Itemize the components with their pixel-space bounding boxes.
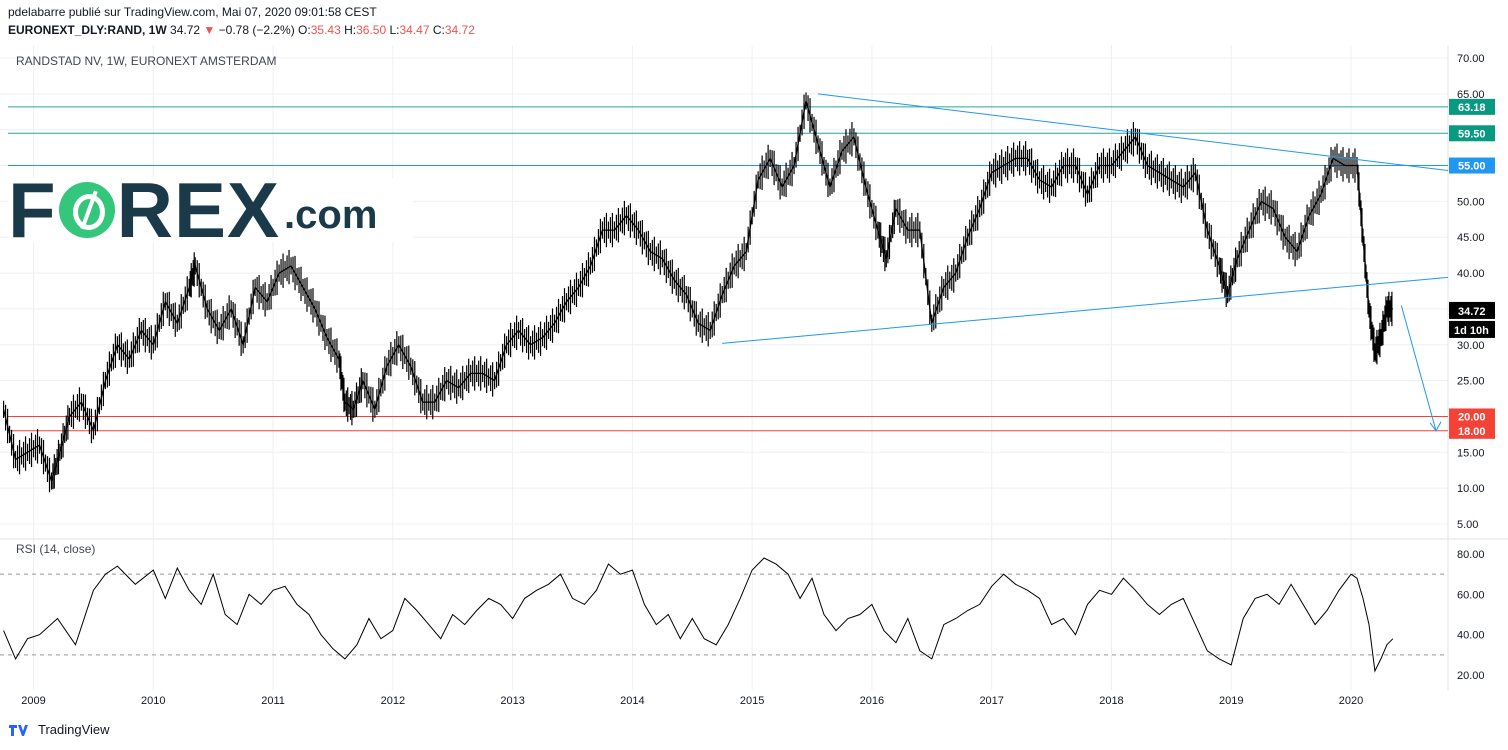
- countdown-bg: [1449, 320, 1495, 338]
- down-arrow-icon: ▼: [203, 23, 216, 37]
- y-tick-label: 30.00: [1457, 340, 1485, 352]
- x-tick-label: 2014: [620, 695, 644, 707]
- level-label: 63.18: [1458, 102, 1486, 114]
- price-series-line: [2, 100, 1393, 484]
- forex-logo: F REX .com: [8, 166, 413, 254]
- rsi-y-tick-label: 40.00: [1457, 630, 1485, 642]
- x-tick-label: 2020: [1339, 695, 1363, 707]
- rsi-y-tick-label: 80.00: [1457, 549, 1485, 561]
- level-label: 59.50: [1458, 128, 1486, 140]
- x-tick-label: 2017: [979, 695, 1003, 707]
- level-label-bg: [1449, 157, 1495, 174]
- level-label-bg: [1449, 125, 1495, 142]
- logo-o-icon: [58, 182, 115, 238]
- projection-arrow-head: [1429, 421, 1442, 432]
- tradingview-logo-icon: [9, 724, 28, 736]
- rsi-y-tick-label: 20.00: [1457, 670, 1485, 682]
- x-tick-label: 2019: [1219, 695, 1243, 707]
- open-label: O:: [298, 23, 311, 37]
- y-tick-label: 15.00: [1457, 447, 1485, 459]
- high-label: H:: [344, 23, 357, 37]
- last-price-label: 34.72: [1458, 306, 1486, 318]
- rsi-line: [3, 557, 1394, 673]
- change-text: −0.78 (−2.2%): [218, 23, 295, 37]
- low-label: L:: [389, 23, 400, 37]
- low-value: 34.47: [399, 23, 430, 37]
- trendline-lower-support: [722, 276, 1449, 344]
- high-value: 36.50: [356, 23, 387, 37]
- x-tick-label: 2011: [261, 695, 285, 707]
- last-price-bg: [1449, 301, 1495, 319]
- level-label-bg: [1449, 408, 1495, 425]
- trendline-projection-arrow: [1400, 305, 1437, 431]
- rsi-y-tick-label: 60.00: [1457, 589, 1485, 601]
- level-label: 18.00: [1458, 426, 1486, 438]
- publish-info: pdelabarre publié sur TradingView.com, M…: [8, 5, 377, 19]
- open-value: 35.43: [310, 23, 341, 37]
- level-label: 55.00: [1458, 161, 1486, 173]
- y-tick-label: 45.00: [1457, 232, 1485, 244]
- x-tick-label: 2013: [500, 695, 524, 707]
- chart-header: pdelabarre publié sur TradingView.com, M…: [8, 3, 475, 39]
- x-tick-label: 2016: [860, 695, 884, 707]
- close-label: C:: [432, 23, 445, 37]
- symbol-label[interactable]: EURONEXT_DLY:RAND, 1W: [8, 23, 167, 37]
- level-label: 20.00: [1458, 411, 1486, 423]
- x-tick-label: 2018: [1099, 695, 1123, 707]
- x-tick-label: 2009: [21, 695, 45, 707]
- x-tick-label: 2015: [740, 695, 764, 707]
- ohlc-row: EURONEXT_DLY:RAND, 1W 34.72 ▼ −0.78 (−2.…: [8, 21, 475, 39]
- y-tick-label: 25.00: [1457, 376, 1485, 388]
- level-label-bg: [1449, 98, 1495, 115]
- trendline-upper-resistance: [817, 93, 1449, 172]
- close-value: 34.72: [444, 23, 475, 37]
- logo-letter-f: F: [8, 166, 57, 254]
- tradingview-brand[interactable]: TradingView: [8, 722, 110, 737]
- y-tick-label: 40.00: [1457, 268, 1485, 280]
- y-tick-label: 5.00: [1457, 519, 1478, 531]
- y-tick-label: 10.00: [1457, 483, 1485, 495]
- level-label-bg: [1449, 422, 1495, 439]
- y-tick-label: 65.00: [1457, 89, 1485, 101]
- chart-title: RANDSTAD NV, 1W, EURONEXT AMSTERDAM: [16, 54, 277, 68]
- y-tick-label: 70.00: [1457, 53, 1485, 65]
- tradingview-label: TradingView: [38, 722, 110, 737]
- rsi-title: RSI (14, close): [16, 542, 95, 556]
- logo-dotcom: .com: [284, 192, 378, 237]
- y-tick-label: 50.00: [1457, 196, 1485, 208]
- x-tick-label: 2012: [381, 695, 405, 707]
- countdown-label: 1d 10h: [1454, 325, 1489, 337]
- x-tick-label: 2010: [141, 695, 165, 707]
- last-price-text: 34.72: [170, 23, 201, 37]
- logo-letters-rex: REX: [116, 166, 281, 254]
